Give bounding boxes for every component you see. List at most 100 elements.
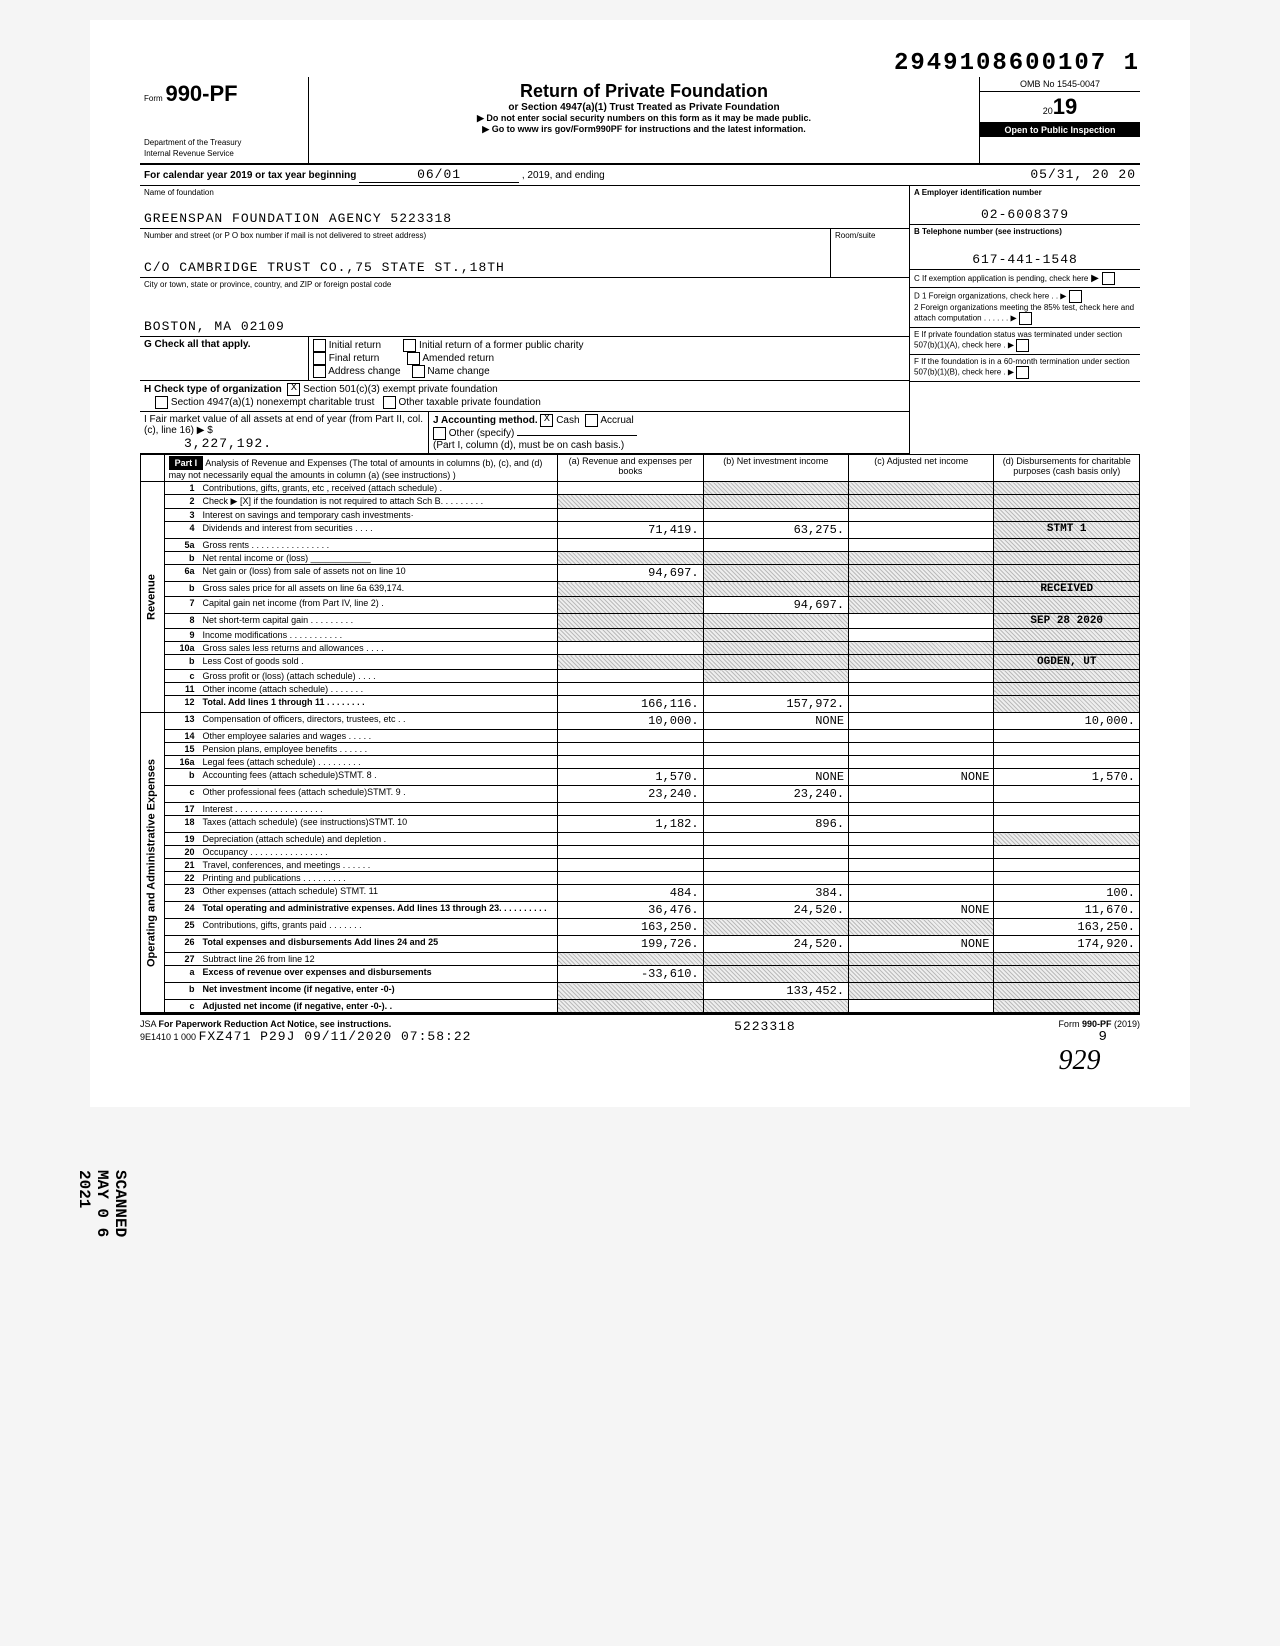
- col-c-header: (c) Adjusted net income: [849, 455, 994, 482]
- cell-c: [849, 670, 994, 683]
- check-initial[interactable]: [313, 339, 326, 352]
- cell-c: [849, 539, 994, 552]
- check-d1[interactable]: [1069, 290, 1082, 303]
- check-address[interactable]: [313, 365, 326, 378]
- cell-c: NONE: [849, 902, 994, 919]
- row-number: 4: [164, 522, 198, 539]
- check-accrual[interactable]: [585, 414, 598, 427]
- row-number: 11: [164, 683, 198, 696]
- check-501c3[interactable]: X: [287, 383, 300, 396]
- row-number: 27: [164, 953, 198, 966]
- row-desc: Interest on savings and temporary cash i…: [199, 509, 558, 522]
- cell-a: [558, 582, 703, 597]
- row-number: b: [164, 582, 198, 597]
- begin-date: 06/01: [359, 167, 519, 183]
- footer-code: 9E1410 1 000: [140, 1032, 196, 1042]
- check-namechg[interactable]: [412, 365, 425, 378]
- cell-d: [994, 683, 1140, 696]
- cell-b: [703, 803, 848, 816]
- form-number: 990-PF: [165, 81, 237, 106]
- table-row: 24Total operating and administrative exp…: [141, 902, 1140, 919]
- cell-d: [994, 1000, 1140, 1013]
- cell-c: [849, 655, 994, 670]
- table-row: bAccounting fees (attach schedule)STMT. …: [141, 769, 1140, 786]
- fmv-value: 3,227,192.: [184, 436, 272, 451]
- label-accrual: Accrual: [600, 415, 633, 426]
- check-f[interactable]: [1016, 366, 1029, 379]
- check-other-taxable[interactable]: [383, 396, 396, 409]
- row-number: 25: [164, 919, 198, 936]
- cell-c: [849, 614, 994, 629]
- room-label: Room/suite: [835, 231, 905, 240]
- row-desc: Net gain or (loss) from sale of assets n…: [199, 565, 558, 582]
- row-desc: Pension plans, employee benefits . . . .…: [199, 743, 558, 756]
- cell-a: 166,116.: [558, 696, 703, 713]
- row-number: 19: [164, 833, 198, 846]
- check-amended[interactable]: [407, 352, 420, 365]
- cell-a: [558, 872, 703, 885]
- cell-c: [849, 786, 994, 803]
- cell-b: [703, 859, 848, 872]
- foundation-name: GREENSPAN FOUNDATION AGENCY 5223318: [144, 211, 905, 226]
- table-row: bNet investment income (if negative, ent…: [141, 983, 1140, 1000]
- calendar-year-row: For calendar year 2019 or tax year begin…: [140, 165, 1140, 186]
- form-number-box: Form 990-PF Department of the Treasury I…: [140, 77, 309, 163]
- cell-b: [703, 509, 848, 522]
- cell-d: [994, 670, 1140, 683]
- table-row: 8Net short-term capital gain . . . . . .…: [141, 614, 1140, 629]
- name-label: Name of foundation: [144, 188, 905, 197]
- row-number: 18: [164, 816, 198, 833]
- jsa: JSA: [140, 1019, 156, 1029]
- cell-a: 484.: [558, 885, 703, 902]
- table-row: aExcess of revenue over expenses and dis…: [141, 966, 1140, 983]
- cell-c: [849, 482, 994, 495]
- label-other-method: Other (specify): [449, 428, 515, 439]
- cell-d: [994, 539, 1140, 552]
- check-other-method[interactable]: [433, 427, 446, 440]
- cell-a: 1,570.: [558, 769, 703, 786]
- cell-c: [849, 522, 994, 539]
- cell-d: [994, 597, 1140, 614]
- form-prefix: Form: [144, 94, 163, 103]
- cell-c: [849, 696, 994, 713]
- check-4947[interactable]: [155, 396, 168, 409]
- omb-box: OMB No 1545-0047 2019 Open to Public Ins…: [979, 77, 1140, 163]
- cell-d: 10,000.: [994, 713, 1140, 730]
- row-desc: Interest . . . . . . . . . . . . . . . .…: [199, 803, 558, 816]
- form-header: Form 990-PF Department of the Treasury I…: [140, 77, 1140, 165]
- table-row: 27Subtract line 26 from line 12: [141, 953, 1140, 966]
- omb-number: OMB No 1545-0047: [980, 77, 1140, 92]
- c-label: C If exemption application is pending, c…: [914, 274, 1088, 283]
- year-prefix: 20: [1043, 106, 1053, 116]
- footer: JSA For Paperwork Reduction Act Notice, …: [140, 1013, 1140, 1077]
- check-cash[interactable]: X: [540, 414, 553, 427]
- row-desc: Legal fees (attach schedule) . . . . . .…: [199, 756, 558, 769]
- cell-b: [703, 872, 848, 885]
- check-former[interactable]: [403, 339, 416, 352]
- table-row: 4Dividends and interest from securities …: [141, 522, 1140, 539]
- cell-c: NONE: [849, 769, 994, 786]
- cell-c: [849, 885, 994, 902]
- check-final[interactable]: [313, 352, 326, 365]
- row-number: 26: [164, 936, 198, 953]
- g-label: G Check all that apply.: [144, 339, 251, 350]
- label-other-taxable: Other taxable private foundation: [398, 397, 540, 408]
- phone-value: 617-441-1548: [914, 252, 1136, 267]
- row-desc: Gross sales price for all assets on line…: [199, 582, 558, 597]
- check-e[interactable]: [1016, 339, 1029, 352]
- cell-a: 1,182.: [558, 816, 703, 833]
- title-note2: ▶ Go to www irs gov/Form990PF for instru…: [313, 124, 975, 135]
- h-label: H Check type of organization: [144, 384, 282, 395]
- cell-b: 24,520.: [703, 936, 848, 953]
- part1-table: Part I Analysis of Revenue and Expenses …: [140, 454, 1140, 1013]
- footer-stamp: FXZ471 P29J 09/11/2020 07:58:22: [199, 1029, 472, 1044]
- check-exemption[interactable]: [1102, 272, 1115, 285]
- part1-title: Analysis of Revenue and Expenses (The to…: [169, 458, 543, 480]
- check-d2[interactable]: [1019, 312, 1032, 325]
- table-row: 20Occupancy . . . . . . . . . . . . . . …: [141, 846, 1140, 859]
- cell-d: [994, 743, 1140, 756]
- table-row: 7Capital gain net income (from Part IV, …: [141, 597, 1140, 614]
- cell-a: [558, 1000, 703, 1013]
- foundation-address: C/O CAMBRIDGE TRUST CO.,75 STATE ST.,18T…: [144, 260, 826, 275]
- row-number: 6a: [164, 565, 198, 582]
